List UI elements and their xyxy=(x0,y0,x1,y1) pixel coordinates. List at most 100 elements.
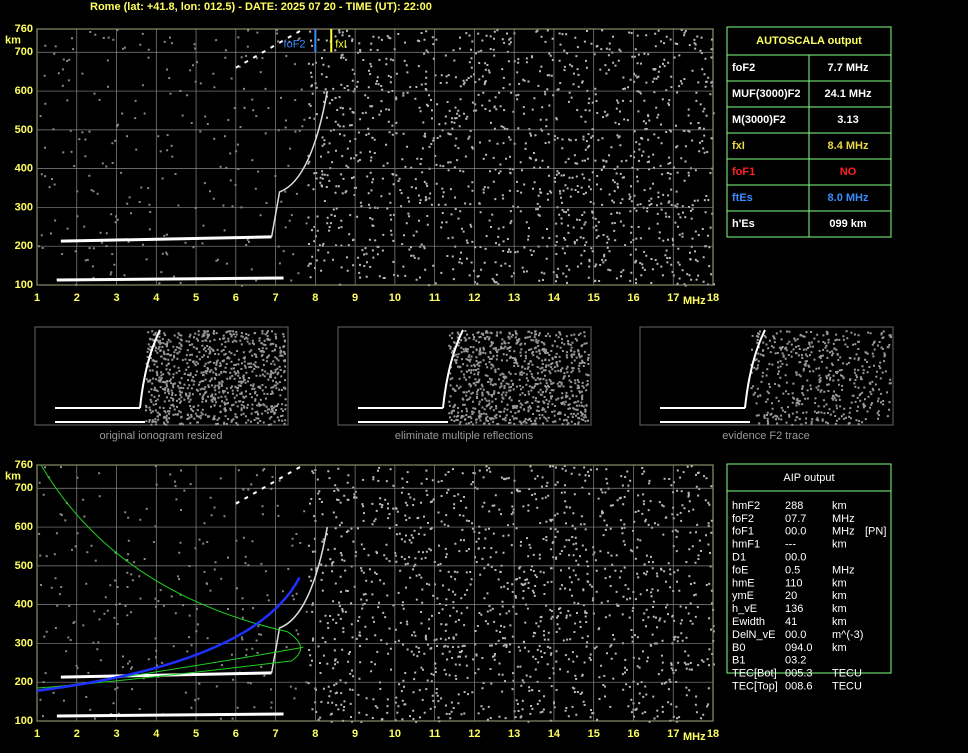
y-tick-label: 100 xyxy=(15,279,33,291)
row-name: h'Es xyxy=(732,218,755,230)
x-tick-label: 6 xyxy=(233,728,239,740)
row-value: 8.4 MHz xyxy=(828,140,869,152)
noise xyxy=(145,330,287,426)
row-value: 24.1 MHz xyxy=(824,88,872,100)
aip-cell: Ewidth xyxy=(732,616,765,628)
x-tick-label: 18 xyxy=(707,292,719,304)
aip-cell: 20 xyxy=(785,590,797,602)
row-name: MUF(3000)F2 xyxy=(732,88,800,100)
y-tick-label: 700 xyxy=(15,46,33,58)
y-tick-label: 600 xyxy=(15,85,33,97)
aip-cell: MHz xyxy=(832,513,855,525)
aip-cell: TECU xyxy=(832,681,862,693)
aip-cell: 41 xyxy=(785,616,797,628)
aip-cell: m^(-3) xyxy=(832,629,863,641)
noise xyxy=(307,465,715,723)
row-name: fxI xyxy=(732,140,745,152)
aip-cell: km xyxy=(832,500,847,512)
aip-cell: ymE xyxy=(732,590,754,602)
thumbnail-caption: eliminate multiple reflections xyxy=(395,430,534,442)
noise xyxy=(750,330,892,426)
aip-cell: MHz xyxy=(832,564,855,576)
aip-cell: --- xyxy=(785,539,796,551)
y-tick-label: 200 xyxy=(15,676,33,688)
y-tick-label: 100 xyxy=(15,715,33,727)
row-name: M(3000)F2 xyxy=(732,114,786,126)
noise xyxy=(38,29,308,287)
noise xyxy=(448,330,590,426)
aip-cell: km xyxy=(832,616,847,628)
table-frame xyxy=(726,463,892,674)
aip-cell: 288 xyxy=(785,500,803,512)
aip-cell: foF2 xyxy=(732,513,754,525)
x-tick-label: 17 xyxy=(667,728,679,740)
aip-cell: [PN] xyxy=(865,526,886,538)
trace xyxy=(60,235,272,243)
y-tick-label: 760 xyxy=(15,23,33,35)
x-tick-label: 16 xyxy=(627,728,639,740)
aip-cell: MHz xyxy=(832,526,855,538)
trace xyxy=(56,712,284,718)
y-unit: km xyxy=(5,35,21,47)
aip-cell: km xyxy=(832,577,847,589)
trace xyxy=(270,526,329,674)
x-tick-label: 14 xyxy=(548,728,561,740)
x-tick-label: 9 xyxy=(352,728,358,740)
trace xyxy=(56,276,284,282)
x-tick-label: 17 xyxy=(667,292,679,304)
profile xyxy=(36,576,301,692)
y-tick-label: 760 xyxy=(15,459,33,471)
y-tick-label: 500 xyxy=(15,124,33,136)
noise xyxy=(307,29,715,287)
x-tick-label: 2 xyxy=(74,728,80,740)
aip-cell: km xyxy=(832,590,847,602)
y-tick-label: 500 xyxy=(15,560,33,572)
aip-cell: 094.0 xyxy=(785,642,813,654)
aip-cell: foF1 xyxy=(732,526,754,538)
x-tick-label: 5 xyxy=(193,292,199,304)
x-tick-label: 5 xyxy=(193,728,199,740)
table-title: AUTOSCALA output xyxy=(756,35,862,47)
aip-cell: h_vE xyxy=(732,603,757,615)
x-tick-label: 9 xyxy=(352,292,358,304)
x-unit: MHz xyxy=(683,731,706,743)
y-tick-label: 300 xyxy=(15,637,33,649)
y-tick-label: 400 xyxy=(15,599,33,611)
aip-cell: B0 xyxy=(732,642,745,654)
aip-cell: km xyxy=(832,603,847,615)
thumb-trace xyxy=(660,329,766,423)
row-value: 8.0 MHz xyxy=(828,192,869,204)
aip-cell: hmF2 xyxy=(732,500,760,512)
plot-frame xyxy=(36,28,714,286)
row-name: foF2 xyxy=(732,62,755,74)
thumbnail xyxy=(337,326,592,426)
row-name: ftEs xyxy=(732,192,753,204)
x-tick-label: 3 xyxy=(113,292,119,304)
aip-cell: TECU xyxy=(832,668,862,680)
row-value: 7.7 MHz xyxy=(828,62,869,74)
y-tick-label: 700 xyxy=(15,482,33,494)
x-tick-label: 12 xyxy=(468,728,480,740)
aip-cell: 0.5 xyxy=(785,564,800,576)
aip-cell: hmE xyxy=(732,577,755,589)
thumb-trace xyxy=(55,329,161,423)
x-tick-label: 11 xyxy=(429,292,441,304)
header-title: Rome (lat: +41.8, lon: 012.5) - DATE: 20… xyxy=(90,1,432,13)
x-tick-label: 16 xyxy=(627,292,639,304)
row-value: NO xyxy=(840,166,857,178)
x-tick-label: 13 xyxy=(508,292,520,304)
x-tick-label: 3 xyxy=(113,728,119,740)
aip-cell: D1 xyxy=(732,552,746,564)
y-tick-label: 600 xyxy=(15,521,33,533)
aip-cell: foE xyxy=(732,564,749,576)
aip-cell: 03.2 xyxy=(785,655,806,667)
x-tick-label: 15 xyxy=(588,292,600,304)
thumbnail-caption: evidence F2 trace xyxy=(722,430,809,442)
profile xyxy=(36,464,301,689)
aip-cell: 00.0 xyxy=(785,552,806,564)
aip-cell: DelN_vE xyxy=(732,629,775,641)
plot-frame xyxy=(36,464,714,722)
x-tick-label: 8 xyxy=(312,728,318,740)
aip-cell: 005.3 xyxy=(785,668,813,680)
